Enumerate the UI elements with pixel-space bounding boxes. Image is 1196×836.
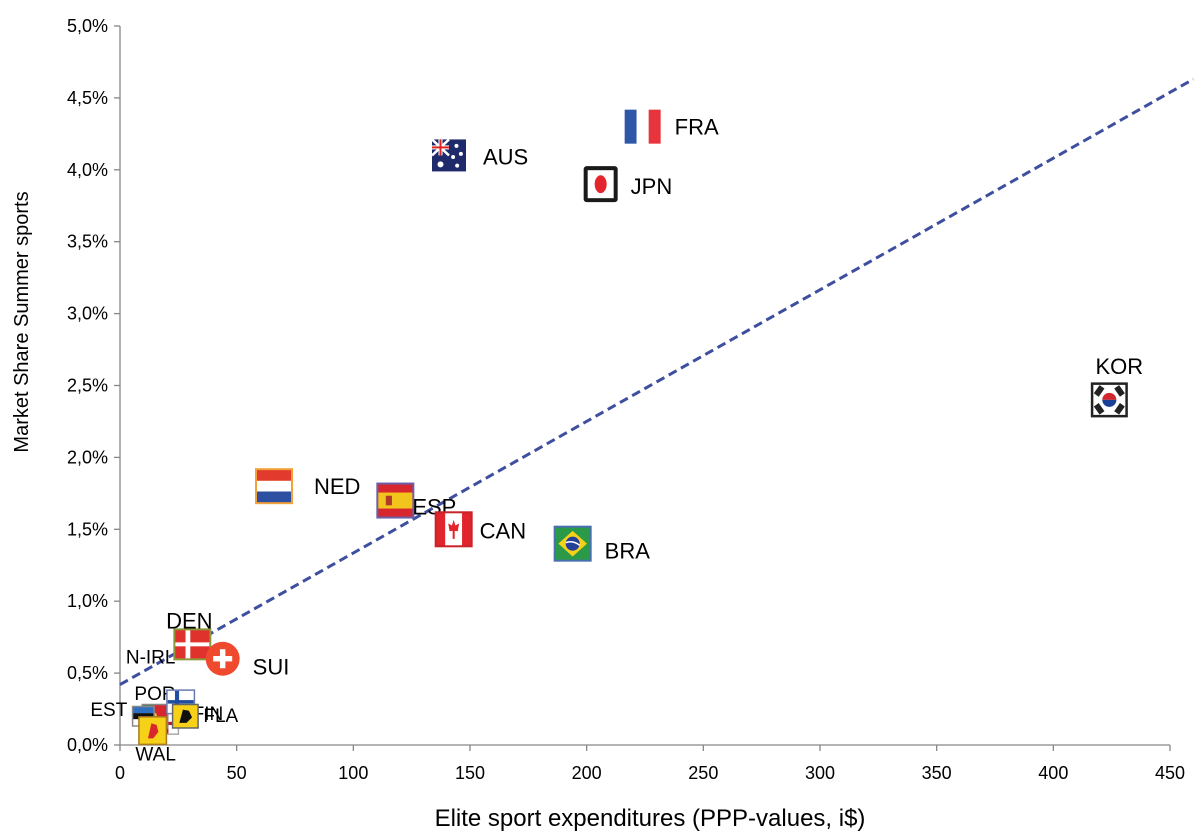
point-label: N-IRL: [126, 647, 176, 668]
korea-flag: [1090, 382, 1128, 418]
point-label: SUI: [253, 655, 290, 680]
data-point: WAL: [135, 716, 176, 766]
x-tick-label: 0: [115, 763, 125, 783]
data-point: JPN: [583, 166, 673, 203]
point-label: DEN: [166, 608, 212, 633]
wallonia-flag: [138, 716, 168, 746]
y-tick-label: 3,0%: [67, 304, 108, 324]
y-tick-label: 0,5%: [67, 663, 108, 683]
flanders-flag: [171, 703, 199, 729]
x-tick-label: 300: [805, 763, 835, 783]
y-tick-label: 1,5%: [67, 519, 108, 539]
y-tick-label: 1,0%: [67, 591, 108, 611]
point-label: JPN: [631, 174, 673, 199]
x-tick-label: 50: [227, 763, 247, 783]
y-tick-label: 2,5%: [67, 376, 108, 396]
spain-flag: [376, 482, 415, 519]
data-point: CAN: [434, 511, 526, 548]
point-label: KOR: [1095, 354, 1143, 379]
point-label: CAN: [480, 518, 526, 543]
axes: 0 50 100 150 200 250 300 350 400 450 0,0% 0,5% 1,0% 1…: [67, 16, 1185, 783]
trendline: [119, 77, 1195, 686]
point-label: FLA: [203, 706, 238, 727]
france-flag: [624, 109, 661, 144]
japan-flag: [583, 166, 618, 203]
x-tick-label: 400: [1038, 763, 1068, 783]
australia-flag: [431, 138, 466, 172]
x-axis-title: Elite sport expenditures (PPP-values, i$…: [435, 805, 866, 832]
switzerland-flag: [205, 641, 240, 676]
y-axis-title: Market Share Summer sports: [11, 191, 33, 452]
data-point: KOR: [1090, 354, 1143, 418]
point-label: FIN: [193, 704, 224, 725]
point-label: NED: [314, 474, 360, 499]
data-point: BRA: [553, 525, 651, 564]
point-label: FRA: [675, 115, 719, 140]
point-label: BRA: [605, 539, 651, 564]
y-tick-label: 4,5%: [67, 88, 108, 108]
data-point: DEN: [166, 608, 213, 661]
y-tick-label: 3,5%: [67, 232, 108, 252]
y-tick-label: 0,0%: [67, 735, 108, 755]
y-tick-label: 2,0%: [67, 447, 108, 467]
x-tick-label: 200: [572, 763, 602, 783]
x-tick-label: 150: [455, 763, 485, 783]
data-point: FRA: [624, 109, 719, 144]
data-point: ESP: [376, 482, 456, 520]
data-point: AUS: [431, 138, 528, 172]
x-tick-label: 450: [1155, 763, 1185, 783]
point-label: WAL: [135, 745, 175, 766]
x-tick-label: 350: [922, 763, 952, 783]
point-label: AUS: [483, 144, 528, 169]
data-points: FRA AUS JPN KOR NED ESP CAN BRA DEN SUI N-IRL POR FI…: [90, 109, 1143, 766]
x-tick-label: 250: [688, 763, 718, 783]
data-point: SUI: [205, 641, 290, 680]
canada-flag: [434, 511, 473, 548]
netherlands-flag: [255, 468, 293, 505]
point-label: EST: [90, 700, 127, 721]
point-label: POR: [134, 684, 175, 705]
y-tick-label: 5,0%: [67, 16, 108, 36]
trendline-group: [119, 77, 1195, 686]
x-tick-label: 100: [338, 763, 368, 783]
denmark-flag: [173, 628, 212, 661]
brazil-flag: [553, 525, 592, 562]
data-point: NED: [255, 468, 360, 505]
data-point: FLA: [171, 703, 239, 729]
y-tick-label: 4,0%: [67, 160, 108, 180]
